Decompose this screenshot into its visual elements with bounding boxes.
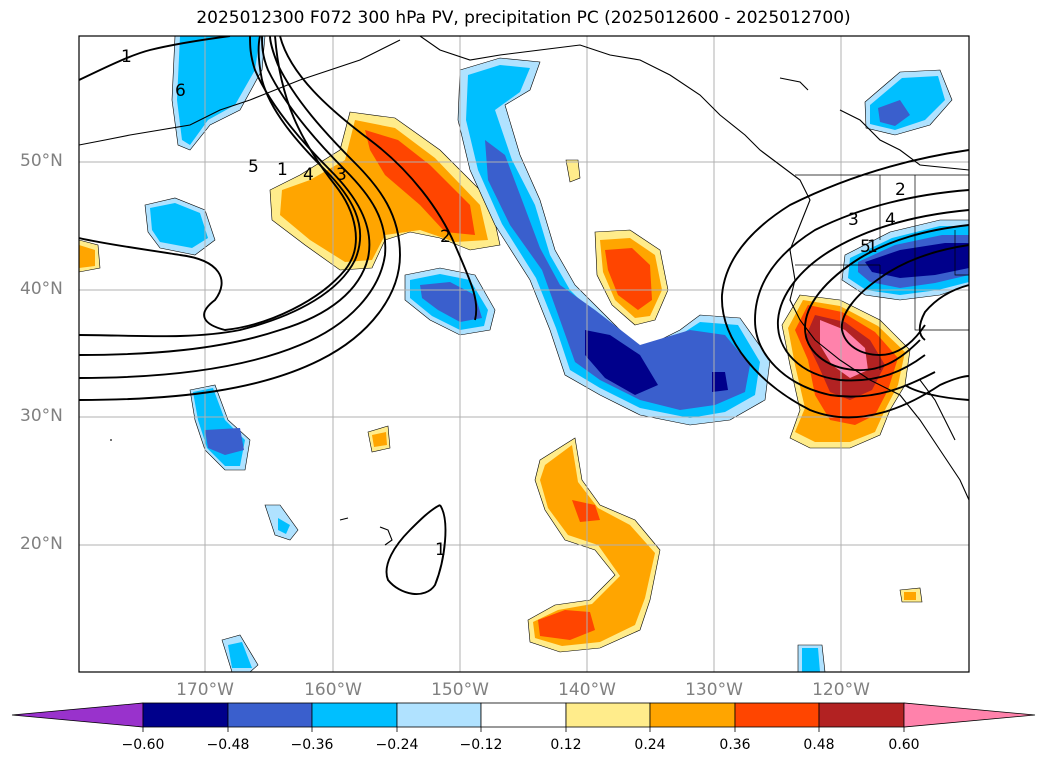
colorbar-tick-label: −0.24 [375, 737, 419, 753]
contour-label: 1 [121, 47, 132, 67]
contour-label: 3 [336, 165, 347, 185]
graticule [79, 36, 969, 672]
contour-label: 3 [848, 210, 859, 230]
lat-label-40n: 40°N [20, 279, 63, 299]
coastlines [79, 36, 969, 546]
contour-labels: 1 2 3 4 5 6 1 2 3 4 5 1 1 [121, 47, 906, 560]
contour-label: 2 [895, 180, 906, 200]
lat-label-50n: 50°N [20, 151, 63, 171]
colorbar-tick-label: −0.12 [459, 737, 503, 753]
contour-label: 5 [860, 237, 871, 257]
map-plot-area: 1 2 3 4 5 6 1 2 3 4 5 1 1 [79, 36, 969, 672]
colorbar-tick-label: −0.60 [121, 737, 165, 753]
pv-contours [79, 36, 969, 595]
colorbar [11, 702, 1036, 732]
colorbar-tick-label: −0.36 [290, 737, 334, 753]
contour-label: 4 [885, 210, 896, 230]
colorbar-tick-label: 0.60 [888, 737, 920, 753]
lat-label-20n: 20°N [20, 534, 63, 554]
lat-label-30n: 30°N [20, 406, 63, 426]
precip-shading [79, 36, 969, 672]
colorbar-tick-label: 0.12 [550, 737, 582, 753]
lon-label-150w: 150°W [431, 680, 489, 700]
contour-label: 1 [277, 160, 288, 180]
colorbar-tick-label: −0.48 [206, 737, 250, 753]
colorbar-tick-label: 0.48 [803, 737, 835, 753]
colorbar-low-extend [11, 702, 144, 728]
contour-label: 4 [303, 165, 314, 185]
lon-label-160w: 160°W [304, 680, 362, 700]
map-frame [78, 35, 970, 673]
contour-label: 1 [867, 237, 878, 257]
colorbar-tick-label: 0.24 [634, 737, 666, 753]
contour-label: 2 [440, 227, 451, 247]
contour-label: 1 [435, 540, 446, 560]
lon-label-130w: 130°W [685, 680, 743, 700]
lon-label-140w: 140°W [558, 680, 616, 700]
colorbar-tick-label: 0.36 [719, 737, 751, 753]
contour-label: 5 [248, 157, 259, 177]
lon-label-120w: 120°W [812, 680, 870, 700]
colorbar-high-extend [903, 702, 1036, 728]
contour-label: 6 [175, 81, 186, 101]
map-title: 2025012300 F072 300 hPa PV, precipitatio… [196, 8, 851, 28]
lon-label-170w: 170°W [176, 680, 234, 700]
